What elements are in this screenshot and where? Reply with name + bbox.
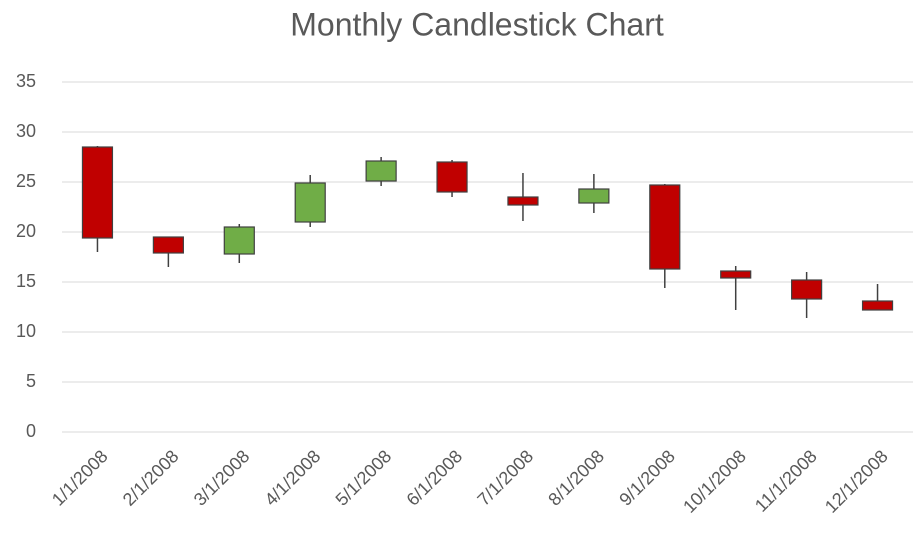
candle-body xyxy=(436,161,468,193)
x-tick-label: 5/1/2008 xyxy=(332,446,396,510)
y-tick-label: 0 xyxy=(26,421,36,441)
candle-body xyxy=(507,196,539,206)
candle-body xyxy=(223,226,255,255)
y-tick-label: 10 xyxy=(16,321,36,341)
x-tick-label: 12/1/2008 xyxy=(821,446,892,517)
y-tick-label: 20 xyxy=(16,221,36,241)
x-tick-label: 2/1/2008 xyxy=(119,446,183,510)
x-tick-label: 7/1/2008 xyxy=(473,446,537,510)
x-tick-label: 11/1/2008 xyxy=(751,446,821,516)
candle-body xyxy=(365,160,397,182)
x-tick-label: 8/1/2008 xyxy=(544,446,608,510)
candle-body xyxy=(294,182,326,223)
candle-body xyxy=(152,236,184,254)
x-tick-label: 4/1/2008 xyxy=(261,446,325,510)
x-tick-label: 1/1/2008 xyxy=(48,446,112,510)
y-tick-label: 35 xyxy=(16,71,36,91)
candle-body xyxy=(81,146,114,239)
y-tick-label: 5 xyxy=(26,371,36,391)
candle-body xyxy=(578,188,610,204)
candle-body xyxy=(649,184,681,270)
candle-body xyxy=(861,300,894,311)
chart-title: Monthly Candlestick Chart xyxy=(290,6,664,42)
y-tick-label: 30 xyxy=(16,121,36,141)
x-tick-label: 6/1/2008 xyxy=(403,446,467,510)
candle-body xyxy=(791,279,823,300)
y-tick-label: 25 xyxy=(16,171,36,191)
x-tick-label: 3/1/2008 xyxy=(190,446,254,510)
candle-body xyxy=(720,270,752,279)
x-tick-label: 9/1/2008 xyxy=(615,446,679,510)
x-tick-label: 10/1/2008 xyxy=(679,446,750,517)
y-tick-label: 15 xyxy=(16,271,36,291)
